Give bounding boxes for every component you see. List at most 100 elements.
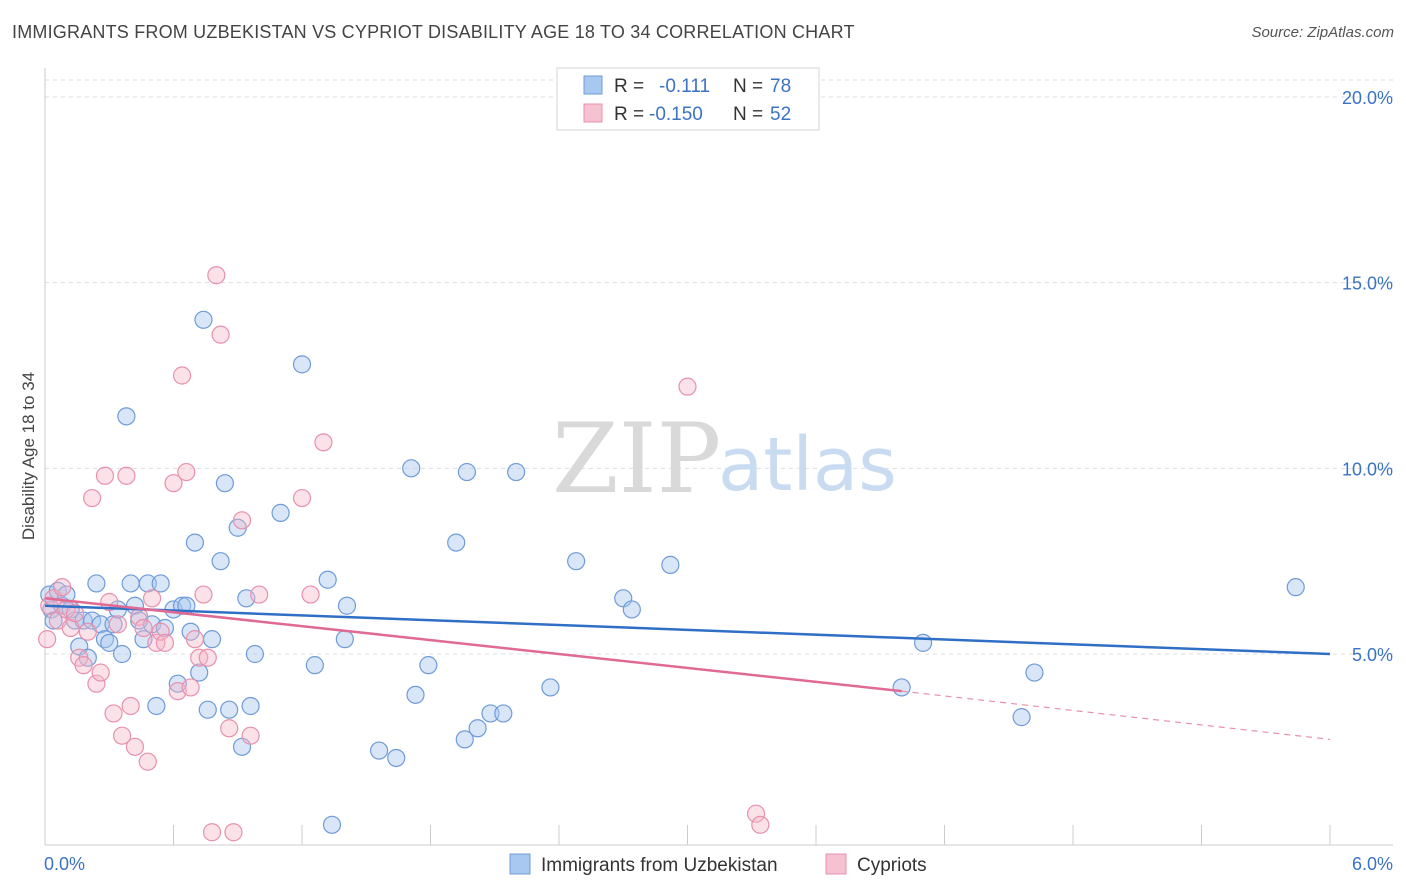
legend-n-value-2: 52 [770, 104, 791, 125]
point-uzbekistan [387, 748, 406, 768]
point-cypriots [172, 366, 192, 385]
point-uzbekistan [198, 700, 217, 719]
point-uzbekistan [1025, 663, 1044, 682]
point-uzbekistan [292, 355, 312, 374]
point-cypriots [202, 823, 222, 842]
point-uzbekistan [220, 700, 239, 719]
point-cypriots [751, 815, 770, 834]
point-cypriots [185, 630, 205, 649]
point-cypriots [155, 633, 175, 652]
point-uzbekistan [104, 615, 123, 634]
point-cypriots [138, 752, 157, 771]
point-uzbekistan [494, 704, 513, 723]
bottom-legend: Immigrants from Uzbekistan Cypriots [509, 853, 927, 876]
point-cypriots [117, 466, 136, 485]
y-tick-label: 5.0% [1352, 645, 1393, 665]
point-cypriots [108, 615, 127, 634]
point-uzbekistan [305, 656, 324, 675]
point-uzbekistan [121, 574, 140, 593]
point-uzbekistan [211, 552, 230, 571]
point-cypriots [678, 377, 697, 396]
point-cypriots [164, 474, 183, 493]
point-cypriots [207, 266, 226, 285]
trend-lines [44, 597, 1331, 741]
point-cypriots [314, 433, 333, 452]
point-cypriots [241, 726, 260, 745]
legend: R = -0.111 N = 78 R = -0.150 N = 52 [556, 67, 820, 131]
y-tick-label: 15.0% [1342, 274, 1393, 294]
point-uzbekistan [541, 678, 560, 697]
point-uzbekistan [241, 696, 260, 716]
point-cypriots [181, 678, 200, 697]
point-uzbekistan [406, 685, 425, 704]
axes [44, 68, 1393, 846]
x-tick-label: 6.0% [1352, 854, 1393, 874]
bottom-legend-series-1: Immigrants from Uzbekistan [541, 855, 778, 876]
point-cypriots [142, 589, 162, 608]
legend-n-label-1: N = [733, 76, 763, 97]
point-uzbekistan [447, 533, 466, 552]
point-uzbekistan [335, 630, 354, 649]
point-uzbekistan [202, 630, 222, 649]
legend-n-label-2: N = [733, 104, 763, 125]
legend-swatch-pink [583, 103, 603, 123]
point-uzbekistan [402, 459, 421, 478]
trend-line-uzbekistan [44, 604, 1331, 656]
point-uzbekistan [117, 407, 136, 426]
legend-swatch-blue [583, 75, 603, 95]
source-label: Source: ZipAtlas.com [1251, 24, 1394, 41]
point-uzbekistan [455, 730, 474, 749]
point-cypriots [112, 726, 132, 745]
point-cypriots [301, 585, 320, 604]
point-cypriots [198, 648, 217, 667]
point-uzbekistan [481, 704, 500, 723]
trend-line-cypriots [44, 597, 902, 693]
point-uzbekistan [457, 462, 477, 482]
point-uzbekistan [100, 633, 119, 652]
chart-title: IMMIGRANTS FROM UZBEKISTAN VS CYPRIOT DI… [12, 22, 855, 42]
point-uzbekistan [194, 310, 213, 329]
point-cypriots [74, 656, 93, 675]
point-uzbekistan [147, 696, 166, 716]
point-cypriots [87, 674, 106, 693]
legend-r-label-1: R = [614, 76, 644, 97]
point-uzbekistan [661, 555, 680, 574]
point-uzbekistan [370, 741, 389, 760]
point-cypriots [232, 511, 252, 530]
point-cypriots [121, 696, 140, 716]
point-uzbekistan [190, 663, 209, 682]
point-uzbekistan [1012, 708, 1031, 727]
legend-r-value-2: -0.150 [649, 104, 703, 125]
point-uzbekistan [1286, 578, 1305, 597]
point-uzbekistan [318, 570, 337, 589]
point-cypriots [194, 585, 213, 604]
watermark: ZIP atlas [552, 403, 897, 515]
point-uzbekistan [112, 644, 132, 664]
legend-r-label-2: R = [614, 104, 644, 125]
point-uzbekistan [419, 656, 438, 675]
point-cypriots [95, 466, 115, 485]
point-cypriots [746, 804, 766, 823]
point-cypriots [220, 719, 239, 738]
grid-lines [45, 79, 1393, 655]
y-tick-labels: 5.0% 10.0% 15.0% 20.0% [1342, 88, 1393, 665]
watermark-zip: ZIP [552, 403, 721, 515]
point-cypriots [224, 823, 243, 842]
bottom-legend-swatch-pink [825, 853, 847, 875]
point-uzbekistan [507, 462, 526, 482]
point-cypriots [177, 462, 196, 482]
legend-r-value-1: -0.111 [659, 76, 710, 97]
bottom-legend-series-2: Cypriots [857, 855, 927, 876]
point-cypriots [104, 704, 123, 723]
point-uzbekistan [567, 552, 586, 571]
point-uzbekistan [215, 474, 234, 493]
x-tick-label: 0.0% [44, 854, 85, 874]
legend-n-value-1: 78 [770, 76, 791, 97]
y-tick-label: 20.0% [1342, 88, 1393, 108]
point-uzbekistan [622, 600, 641, 619]
point-uzbekistan [271, 503, 290, 522]
point-uzbekistan [151, 574, 170, 593]
point-cypriots [83, 488, 102, 508]
point-cypriots [61, 618, 80, 638]
point-cypriots [38, 630, 57, 649]
